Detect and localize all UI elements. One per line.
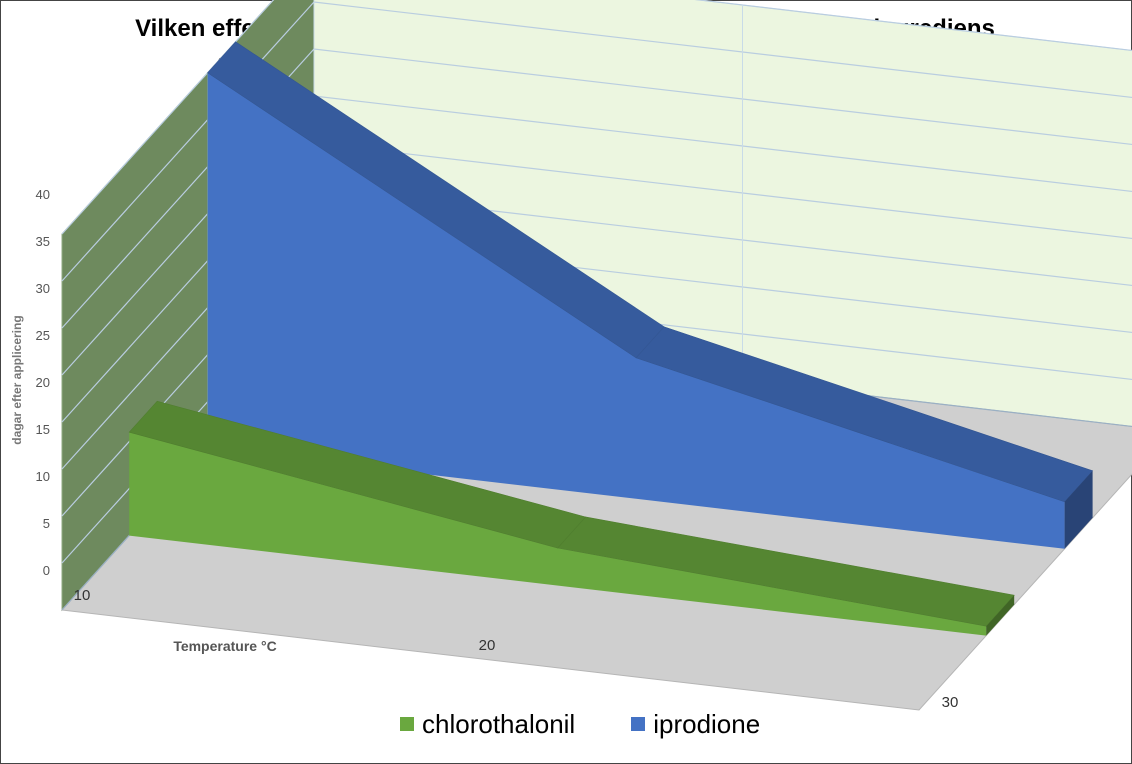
legend-swatch-chlorothalonil <box>400 717 414 731</box>
legend-label-chlorothalonil: chlorothalonil <box>422 708 576 739</box>
y-tick-label-20: 20 <box>36 375 50 390</box>
area-front-chlorothalonil <box>129 432 987 636</box>
series-layer <box>128 41 1094 636</box>
area-side-chlorothalonil <box>986 595 1015 636</box>
axes: 0 5 10 15 20 25 30 35 40 10 20 30 Temperature °C daga… <box>10 187 958 711</box>
x-tick-label-20: 20 <box>479 637 496 654</box>
y-tick-label-35: 35 <box>36 234 50 249</box>
legend-label-iprodione: iprodione <box>653 708 761 739</box>
y-axis-title: dagar efter applicering <box>10 315 24 444</box>
legend-swatch-iprodione <box>631 717 646 731</box>
series-iprodione <box>207 41 1094 549</box>
x-tick-label-10: 10 <box>74 587 91 604</box>
y-tick-label-10: 10 <box>36 469 50 484</box>
y-tick-label-30: 30 <box>36 281 50 296</box>
legend-item-iprodione: iprodione <box>631 709 760 740</box>
x-tick-label-30: 30 <box>942 694 959 711</box>
y-tick-label-25: 25 <box>36 328 50 343</box>
y-tick-label-40: 40 <box>36 187 50 202</box>
gridline-40 <box>61 0 1132 235</box>
y-tick-label-0: 0 <box>43 563 50 578</box>
x-axis-title: Temperature °C <box>173 638 276 654</box>
y-tick-label-15: 15 <box>36 422 50 437</box>
legend-item-chlorothalonil: chlorothalonil <box>400 709 575 740</box>
area-side-iprodione <box>1064 470 1093 549</box>
y-tick-label-5: 5 <box>43 516 50 531</box>
legend: chlorothalonil iprodione <box>400 706 760 742</box>
series-chlorothalonil <box>128 400 1015 636</box>
